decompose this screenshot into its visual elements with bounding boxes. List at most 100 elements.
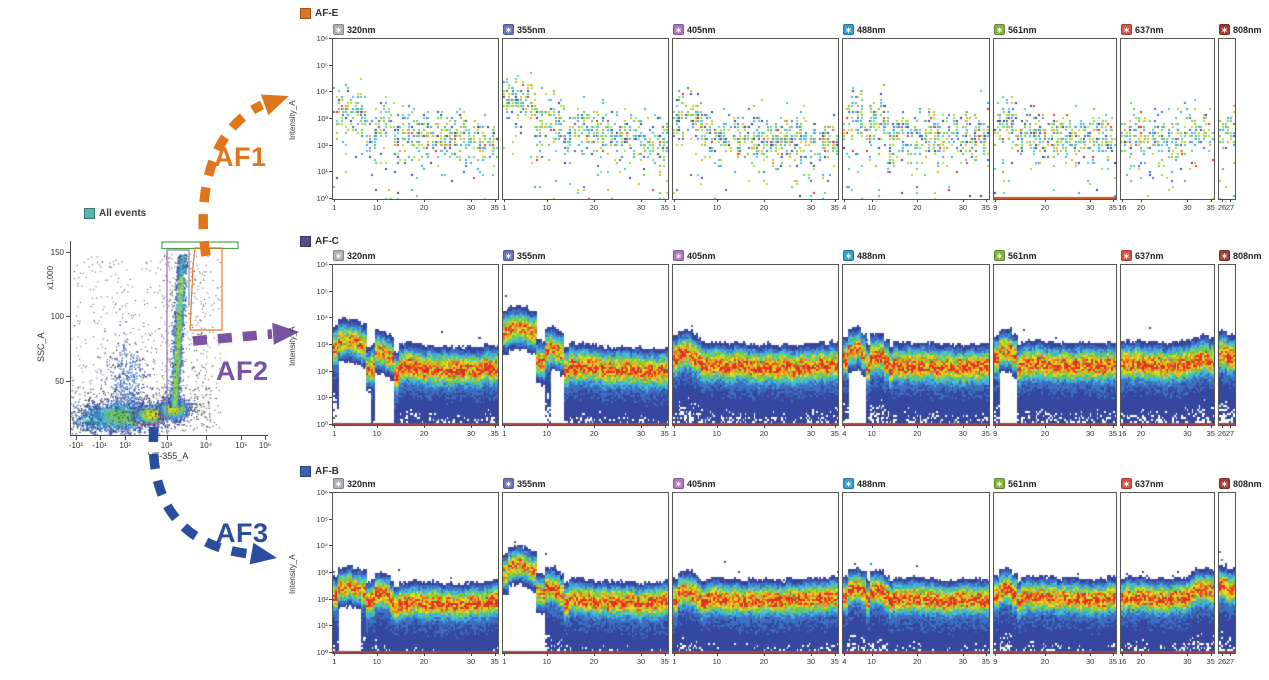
scatter-x-tick-mark	[75, 436, 77, 440]
spectral-x-tick-mark	[917, 653, 919, 656]
spectral-y-tick: 10⁴	[316, 541, 328, 551]
spectral-x-tick-label: 20	[913, 203, 922, 212]
spectral-x-tick-label: 26	[1217, 429, 1227, 438]
row-label-AF-B: AF-B	[300, 466, 339, 477]
spectral-x-tick-label: 1	[672, 429, 677, 438]
laser-icon-808nm: ✶	[1219, 250, 1230, 261]
row-label-text: AF-C	[315, 236, 339, 247]
spectral-x-tick-mark	[871, 653, 873, 656]
spectral-x-tick-mark	[376, 199, 378, 202]
spectral-y-tick: 10⁶	[316, 34, 328, 43]
spectral-x-tick-mark	[962, 425, 964, 428]
spectral-x-tick-label: 1	[332, 657, 337, 666]
spectral-x-tick-label: 1	[672, 203, 677, 212]
panel-header-label: 808nm	[1233, 24, 1262, 35]
laser-icon-320nm: ✶	[333, 478, 344, 489]
spectral-x-tick-label: 1	[332, 203, 337, 212]
spectral-x-tick-label: 30	[636, 203, 646, 212]
spectral-x-tick-mark	[1044, 199, 1046, 202]
spectral-x-tick-mark	[844, 199, 846, 202]
spectral-x-tick-label: 35	[1206, 657, 1215, 666]
spectral-plot-AF-B-561nm	[993, 492, 1117, 654]
spectral-plot-AF-E-320nm	[332, 38, 499, 200]
laser-icon-808nm: ✶	[1219, 24, 1230, 35]
spectral-x-tick-label: 10	[372, 203, 381, 212]
spectral-x-tick-label: 20	[419, 429, 429, 438]
spectral-x-tick-mark	[593, 199, 595, 202]
spectral-x-tick-label: 35	[490, 203, 499, 212]
spectral-x-tick-mark	[1230, 199, 1231, 202]
spectral-x-tick-mark	[593, 425, 595, 428]
spectral-x-tick-mark	[763, 425, 765, 428]
spectral-x-tick-label: 30	[1183, 657, 1192, 666]
spectral-x-tick-mark	[471, 653, 473, 656]
panel-header-488nm: ✶ 488nm	[843, 250, 886, 261]
row-swatch-AF-C	[300, 236, 311, 247]
laser-icon-355nm: ✶	[503, 24, 514, 35]
spectral-x-tick-mark	[985, 653, 987, 656]
panel-header-561nm: ✶ 561nm	[994, 478, 1037, 489]
panel-header-561nm: ✶ 561nm	[994, 250, 1037, 261]
spectral-x-tick-label: 35	[660, 657, 669, 666]
panel-header-488nm: ✶ 488nm	[843, 478, 886, 489]
legend-label: All events	[99, 208, 147, 219]
spectral-x-tick-label: 30	[466, 203, 476, 212]
spectral-x-tick-mark	[1187, 425, 1189, 428]
spectral-x-tick-label: 10	[867, 203, 876, 212]
panel-header-355nm: ✶ 355nm	[503, 24, 546, 35]
spectral-x-tick-mark	[1140, 199, 1142, 202]
spectral-x-tick-mark	[1112, 653, 1114, 656]
spectral-x-tick-label: 35	[830, 657, 839, 666]
panel-header-808nm: ✶ 808nm	[1219, 250, 1262, 261]
spectral-plot-AF-E-405nm	[672, 38, 839, 200]
spectral-x-tick-label: 1	[502, 429, 507, 438]
spectral-x-tick-mark	[1122, 653, 1124, 656]
spectral-x-tick-label: 20	[1136, 657, 1146, 666]
spectral-x-tick-label: 20	[759, 429, 769, 438]
spectral-y-tick: 10⁶	[316, 260, 328, 269]
af3-label: AF3	[216, 518, 269, 548]
spectral-x-tick-label: 20	[1136, 203, 1146, 212]
spectral-plot-AF-B-488nm	[842, 492, 990, 654]
spectral-x-tick-label: 30	[466, 657, 476, 666]
spectral-x-tick-label: 35	[1108, 203, 1117, 212]
spectral-x-tick-label: 10	[712, 657, 721, 666]
panel-header-label: 320nm	[347, 250, 376, 261]
spectral-plot-AF-B-637nm	[1120, 492, 1215, 654]
spectral-y-tick: 10²	[317, 140, 328, 150]
spectral-x-tick-label: 10	[542, 203, 551, 212]
panel-header-label: 637nm	[1135, 250, 1164, 261]
spectral-x-tick-mark	[1222, 425, 1223, 428]
spectral-x-tick-mark	[593, 653, 595, 656]
spectral-x-tick-mark	[1112, 199, 1114, 202]
laser-icon-355nm: ✶	[503, 250, 514, 261]
af2-label: AF2	[216, 356, 269, 386]
spectral-y-tick-mark	[329, 290, 332, 292]
spectral-x-tick-label: 30	[958, 203, 968, 212]
spectral-x-tick-mark	[1122, 199, 1124, 202]
spectral-y-tick: 10¹	[317, 393, 328, 403]
spectral-y-axis-label: Intensity_A	[288, 100, 297, 140]
spectral-x-tick-mark	[834, 653, 836, 656]
panel-header-808nm: ✶ 808nm	[1219, 24, 1262, 35]
laser-icon-488nm: ✶	[843, 250, 854, 261]
spectral-x-tick-mark	[763, 199, 765, 202]
panel-header-label: 637nm	[1135, 478, 1164, 489]
spectral-x-tick-label: 16	[1118, 203, 1127, 212]
spectral-x-tick-mark	[1187, 653, 1189, 656]
spectral-plot-AF-C-355nm	[502, 264, 669, 426]
row-label-text: AF-B	[315, 466, 339, 477]
spectral-x-tick-label: 30	[1183, 429, 1192, 438]
spectral-x-tick-label: 35	[830, 429, 839, 438]
spectral-x-tick-mark	[716, 653, 718, 656]
spectral-x-tick-mark	[995, 653, 997, 656]
scatter-y-tick-mark	[66, 381, 70, 382]
laser-icon-561nm: ✶	[994, 250, 1005, 261]
spectral-x-tick-label: 4	[842, 657, 847, 666]
spectral-x-tick-label: 30	[806, 429, 816, 438]
spectral-x-tick-label: 20	[1040, 203, 1050, 212]
panel-header-808nm: ✶ 808nm	[1219, 478, 1262, 489]
scatter-y-tick-label: 100	[50, 312, 64, 321]
spectral-x-tick-label: 30	[466, 429, 476, 438]
